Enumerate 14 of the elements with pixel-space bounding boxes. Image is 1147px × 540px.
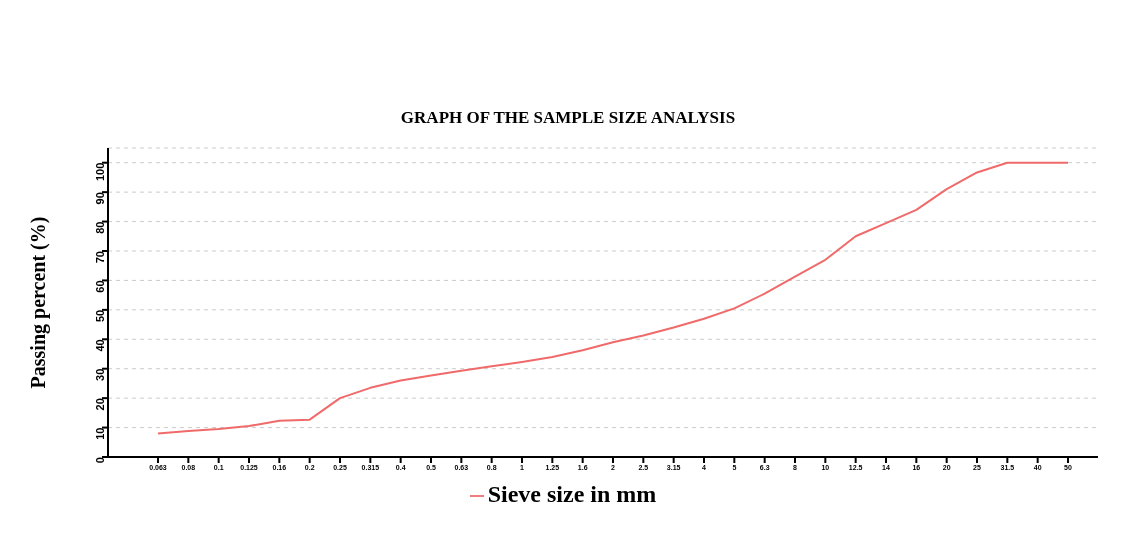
y-axis-title: Passing percent (%) bbox=[27, 216, 51, 389]
y-tick-label: 30 bbox=[93, 368, 106, 381]
legend-label: Sieve size in mm bbox=[487, 481, 657, 507]
y-tick-label: 70 bbox=[93, 251, 106, 264]
y-tick-label: 0 bbox=[93, 457, 106, 464]
y-tick-label: 80 bbox=[93, 221, 106, 234]
y-tick-label: 60 bbox=[93, 280, 106, 293]
y-tick-label: 40 bbox=[93, 339, 106, 352]
y-tick-label: 90 bbox=[93, 192, 106, 205]
y-tick-label: 20 bbox=[93, 398, 106, 411]
y-tick-label: 100 bbox=[93, 162, 106, 182]
y-tick-label: 10 bbox=[93, 427, 106, 440]
y-tick-label: 50 bbox=[93, 309, 106, 323]
chart-title: GRAPH OF THE SAMPLE SIZE ANALYSIS bbox=[399, 107, 737, 129]
